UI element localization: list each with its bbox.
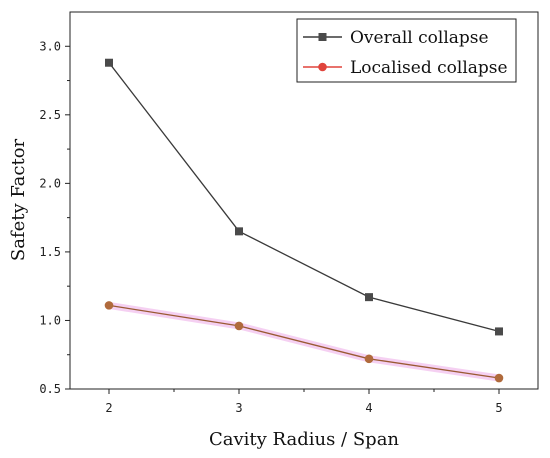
legend-items: Overall collapse Localised collapse [303,28,508,78]
x-axis: 2 3 4 5 [105,389,503,415]
y-axis: 0.5 1.0 1.5 2.0 2.5 3.0 [39,39,70,396]
x-tick-label: 4 [365,401,372,415]
data-point [105,58,113,67]
data-point [494,373,504,383]
x-tick-label: 2 [105,401,112,415]
legend-marker [318,62,327,72]
x-axis-title: Cavity Radius / Span [209,429,399,450]
y-axis-title: Safety Factor [8,138,29,261]
y-tick-label: 1.5 [39,245,61,259]
x-tick-label: 5 [495,401,502,415]
y-tick-label: 2.0 [39,176,61,190]
series-layer [104,58,504,383]
y-tick-label: 3.0 [39,39,61,53]
series-line [108,304,500,379]
data-point [104,301,114,310]
y-tick-label: 0.5 [39,382,61,396]
x-tick-label: 3 [235,401,242,415]
y-tick-label: 1.0 [39,313,61,327]
series-line [108,62,500,333]
legend-box [296,18,517,83]
data-point [234,321,244,331]
data-point [364,354,374,364]
legend: Overall collapse Localised collapse [296,18,517,83]
legend-label: Localised collapse [350,58,508,78]
data-point [495,327,503,336]
legend-label: Overall collapse [350,28,489,48]
data-point [365,293,373,302]
data-point [235,227,243,236]
y-tick-label: 2.5 [39,108,61,122]
legend-marker [318,33,327,41]
